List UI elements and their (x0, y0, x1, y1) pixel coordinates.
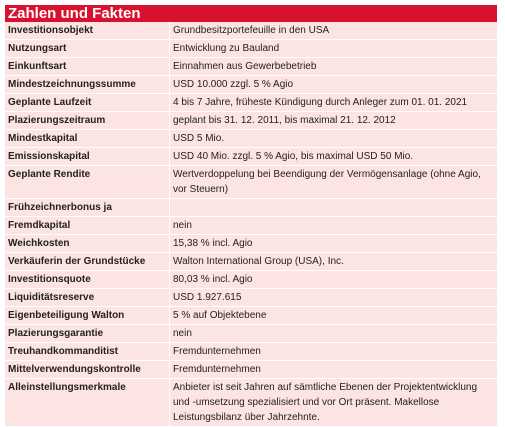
table-row: Frühzeichnerbonus ja (5, 198, 497, 217)
row-value: Einnahmen aus Gewerbebetrieb (169, 57, 497, 76)
table-row: Mindestzeichnungssumme USD 10.000 zzgl. 5… (5, 75, 497, 94)
table-row: Liquiditätsreserve USD 1.927.615 (5, 288, 497, 307)
row-value: USD 40 Mio. zzgl. 5 % Agio, bis maximal … (169, 147, 497, 166)
table-row: Investitionsobjekt Grundbesitzportefeuill… (5, 22, 497, 40)
row-value: 4 bis 7 Jahre, früheste Kündigung durch … (169, 93, 497, 112)
row-value: USD 5 Mio. (169, 129, 497, 148)
row-label: Nutzungsart (5, 39, 170, 58)
row-label: Treuhandkommanditist (5, 342, 170, 361)
row-label: Geplante Laufzeit (5, 93, 170, 112)
row-label: Frühzeichnerbonus ja (5, 198, 170, 217)
table-row: Mindestkapital USD 5 Mio. (5, 129, 497, 148)
row-value: nein (169, 324, 497, 343)
row-value: Anbieter ist seit Jahren auf sämtliche E… (169, 378, 497, 427)
row-value: nein (169, 216, 497, 235)
table-row: Weichkosten 15,38 % incl. Agio (5, 234, 497, 253)
table-row: Fremdkapital nein (5, 216, 497, 235)
table-row: Geplante Laufzeit 4 bis 7 Jahre, früheste… (5, 93, 497, 112)
title-bar: Zahlen und Fakten (5, 5, 497, 22)
row-label: Investitionsobjekt (5, 22, 170, 40)
table-row: Einkunftsart Einnahmen aus Gewerbebetrieb (5, 57, 497, 76)
row-value: Wertverdoppelung bei Beendigung der Verm… (169, 165, 497, 199)
table-row: Plazierungsgarantie nein (5, 324, 497, 343)
table-row: Investitionsquote 80,03 % incl. Agio (5, 270, 497, 289)
row-value (169, 198, 497, 217)
row-value: Walton International Group (USA), Inc. (169, 252, 497, 271)
row-label: Mindestkapital (5, 129, 170, 148)
row-label: Alleinstellungsmerkmale (5, 378, 170, 427)
row-value: Entwicklung zu Bauland (169, 39, 497, 58)
row-label: Liquiditätsreserve (5, 288, 170, 307)
row-value: Grundbesitzportefeuille in den USA (169, 22, 497, 40)
row-value: USD 1.927.615 (169, 288, 497, 307)
table-row: Verkäuferin der Grundstücke Walton Intern… (5, 252, 497, 271)
row-value: 5 % auf Objektebene (169, 306, 497, 325)
row-label: Fremdkapital (5, 216, 170, 235)
row-value: USD 10.000 zzgl. 5 % Agio (169, 75, 497, 94)
row-label: Verkäuferin der Grundstücke (5, 252, 170, 271)
row-value: 80,03 % incl. Agio (169, 270, 497, 289)
row-label: Plazierungszeitraum (5, 111, 170, 130)
table-row: Mittelverwendungskontrolle Fremdunternehm… (5, 360, 497, 379)
table-row: Geplante Rendite Wertverdoppelung bei Bee… (5, 165, 497, 199)
row-label: Geplante Rendite (5, 165, 170, 199)
row-value: Fremdunternehmen (169, 342, 497, 361)
row-label: Weichkosten (5, 234, 170, 253)
table-row: Eigenbeteiligung Walton 5 % auf Objektebe… (5, 306, 497, 325)
row-label: Emissionskapital (5, 147, 170, 166)
row-label: Mittelverwendungskontrolle (5, 360, 170, 379)
facts-table: Investitionsobjekt Grundbesitzportefeuill… (5, 22, 497, 427)
row-value: geplant bis 31. 12. 2011, bis maximal 21… (169, 111, 497, 130)
row-value: 15,38 % incl. Agio (169, 234, 497, 253)
table-row: Treuhandkommanditist Fremdunternehmen (5, 342, 497, 361)
table-row: Alleinstellungsmerkmale Anbieter ist seit… (5, 378, 497, 427)
table-row: Plazierungszeitraum geplant bis 31. 12. 2… (5, 111, 497, 130)
row-label: Mindestzeichnungssumme (5, 75, 170, 94)
page: Zahlen und Fakten Investitionsobjekt Grun… (5, 5, 497, 427)
row-label: Investitionsquote (5, 270, 170, 289)
row-label: Eigenbeteiligung Walton (5, 306, 170, 325)
table-row: Emissionskapital USD 40 Mio. zzgl. 5 % Ag… (5, 147, 497, 166)
table-row: Nutzungsart Entwicklung zu Bauland (5, 39, 497, 58)
row-value: Fremdunternehmen (169, 360, 497, 379)
row-label: Plazierungsgarantie (5, 324, 170, 343)
row-label: Einkunftsart (5, 57, 170, 76)
